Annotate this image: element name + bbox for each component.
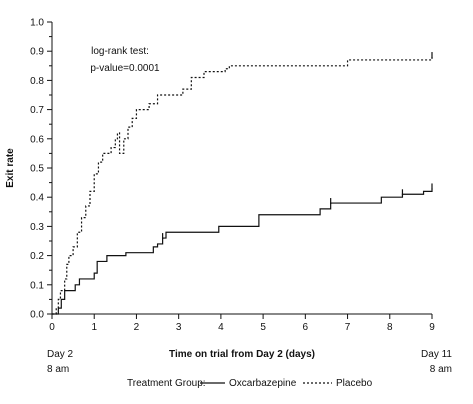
y-tick-label: 0.7 <box>30 105 44 116</box>
series-line-placebo <box>52 57 433 315</box>
series-lines <box>52 52 433 315</box>
x-tick-label: 3 <box>176 322 182 333</box>
x-end-label-line-1: Day 11 <box>421 349 452 360</box>
x-tick-label: 2 <box>134 322 140 333</box>
x-tick-label: 5 <box>260 322 266 333</box>
y-tick-label: 0.4 <box>30 193 44 204</box>
y-tick-label: 0.9 <box>30 47 44 58</box>
x-start-label-line-1: Day 2 <box>47 349 74 360</box>
annotation-line-2: p-value=0.0001 <box>90 63 160 74</box>
x-start-label-line-2: 8 am <box>47 364 69 375</box>
y-axis-title: Exit rate <box>5 148 16 188</box>
y-axis-ticks: 0.0 0.1 0.2 0.3 0.4 0.5 0.6 0.7 0.8 0.9 1.0 <box>30 18 52 321</box>
y-tick-label: 0.3 <box>30 222 44 233</box>
y-tick-label: 0.0 <box>30 310 44 321</box>
legend-title: Treatment Group: <box>127 378 206 389</box>
y-tick-label: 0.5 <box>30 164 44 175</box>
x-tick-label: 7 <box>345 322 351 333</box>
legend: Treatment Group: Oxcarbazepine Placebo <box>127 378 373 389</box>
legend-label-placebo: Placebo <box>336 378 373 389</box>
y-tick-label: 0.8 <box>30 76 44 87</box>
y-tick-label: 0.2 <box>30 251 44 262</box>
x-axis-title: Time on trial from Day 2 (days) <box>169 349 315 360</box>
x-tick-label: 9 <box>429 322 435 333</box>
x-tick-label: 1 <box>91 322 97 333</box>
series-line-oxcarbazepine <box>52 188 433 315</box>
annotation-line-1: log-rank test: <box>91 46 149 57</box>
y-tick-label: 0.6 <box>30 134 44 145</box>
y-tick-label: 1.0 <box>30 18 44 29</box>
x-tick-label: 4 <box>218 322 224 333</box>
x-tick-label: 0 <box>49 322 55 333</box>
y-tick-label: 0.1 <box>30 280 44 291</box>
x-axis-ticks: 0 1 2 3 4 5 6 7 8 9 <box>49 314 435 333</box>
x-tick-label: 8 <box>387 322 393 333</box>
legend-label-oxcarbazepine: Oxcarbazepine <box>229 378 297 389</box>
x-end-label-line-2: 8 am <box>430 364 452 375</box>
x-tick-label: 6 <box>303 322 309 333</box>
